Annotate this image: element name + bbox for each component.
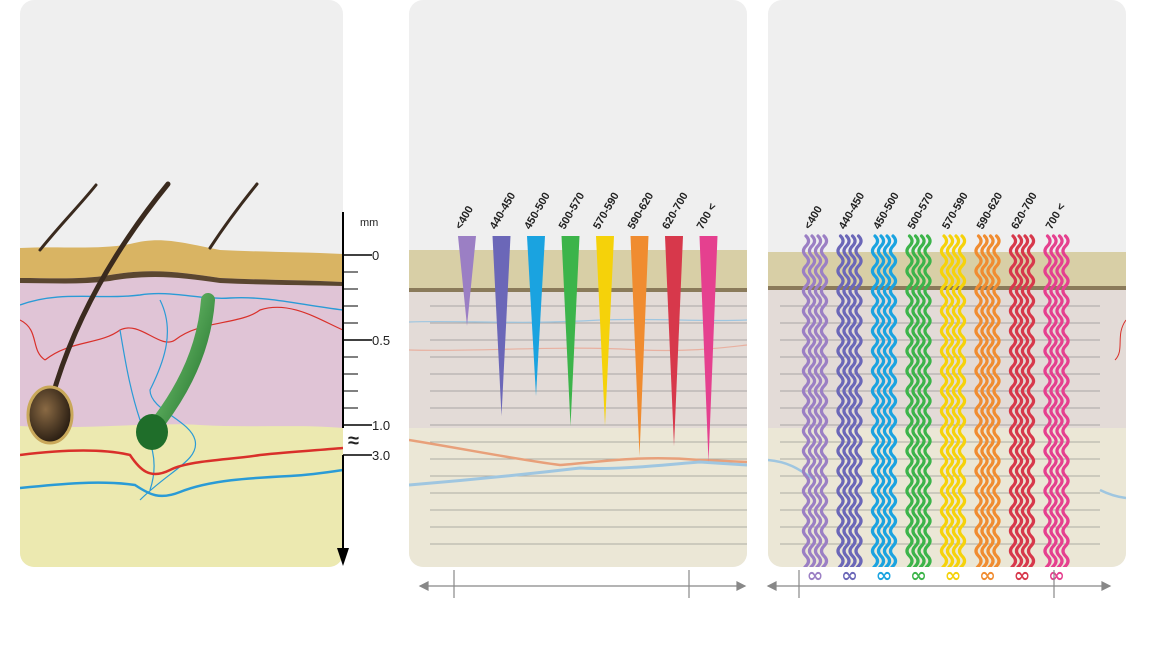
mid-capillary-red: [409, 344, 747, 352]
wave-line: [813, 234, 823, 567]
hair-follicle-green: [153, 293, 215, 427]
right-capillary: [1114, 319, 1126, 361]
wave-line: [1049, 234, 1058, 567]
wave-line: [819, 234, 829, 567]
mid-basal-line: [409, 288, 747, 292]
wave-line: [854, 234, 863, 567]
right-right-arrow-icon: [1101, 581, 1112, 591]
wave-line: [945, 234, 955, 567]
artery: [20, 446, 343, 476]
wave-line: [1061, 234, 1070, 567]
penetration-cone: [596, 236, 614, 426]
scale-tick-label: 1.0: [372, 418, 390, 433]
wave-line: [980, 234, 989, 567]
scale-ticks: 0 0.5 1.0 3.0: [343, 248, 390, 463]
wave-line: [801, 234, 811, 567]
middle-panel-penetration: [409, 0, 747, 567]
infinity-icon: ∞: [945, 563, 962, 587]
penetration-cone: [492, 236, 511, 416]
mid-vein: [409, 460, 747, 487]
wave-line: [888, 234, 898, 567]
infinity-icon: ∞: [979, 563, 996, 587]
follicle-bulb: [136, 414, 168, 450]
wave-line: [1026, 234, 1036, 567]
wave-line: [917, 234, 926, 567]
wave-line: [836, 234, 845, 567]
wave-line: [951, 234, 961, 567]
wave-line: [848, 234, 857, 567]
infinity-row: ∞ ∞ ∞ ∞ ∞ ∞ ∞ ∞: [807, 563, 1065, 587]
wave-line: [1014, 234, 1024, 567]
measure-arrows: [418, 570, 1112, 598]
infinity-icon: ∞: [876, 563, 893, 587]
infinity-icon: ∞: [807, 563, 824, 587]
infinity-icon: ∞: [910, 563, 927, 587]
right-panel-waves: [768, 0, 1126, 567]
wave-line: [905, 234, 914, 567]
left-panel-anatomy: [20, 0, 343, 567]
scale-unit: mm: [360, 217, 378, 229]
penetration-cone: [561, 236, 580, 426]
basal-line: [20, 271, 343, 286]
wave-line: [986, 234, 995, 567]
penetration-cone: [699, 236, 718, 462]
wave-line: [842, 234, 851, 567]
wave-line: [1008, 234, 1018, 567]
wave-line: [911, 234, 920, 567]
hair-bulb: [26, 385, 74, 445]
wave-line: [807, 234, 817, 567]
hair-shaft-2: [47, 181, 171, 408]
infinity-icon: ∞: [1014, 563, 1031, 587]
wave-line: [1055, 234, 1064, 567]
mid-left-arrow-icon: [418, 581, 429, 591]
capillary-blue: [20, 292, 343, 311]
right-left-arrow-icon: [766, 581, 777, 591]
scale-tick-label: 0.5: [372, 333, 390, 348]
infinity-icon: ∞: [841, 563, 858, 587]
scale-tick-label: 3.0: [372, 448, 390, 463]
penetration-cone: [630, 236, 649, 456]
wave-line: [957, 234, 967, 567]
hair-shaft-3: [208, 182, 259, 250]
penetration-cone: [665, 236, 683, 446]
wave-line: [939, 234, 949, 567]
penetration-cone: [527, 236, 545, 396]
scale-arrow-icon: [337, 548, 349, 566]
light-waves: [801, 234, 1070, 567]
mid-right-arrow-icon: [736, 581, 747, 591]
hair-shaft-1: [38, 183, 98, 252]
scale-break-icon: ≈: [348, 430, 359, 452]
wave-line: [1020, 234, 1030, 567]
subcutis-layer: [20, 420, 343, 567]
infinity-icon: ∞: [1048, 563, 1065, 587]
wave-line: [1043, 234, 1052, 567]
mid-artery: [409, 438, 747, 467]
wave-line: [992, 234, 1001, 567]
wave-line: [923, 234, 932, 567]
penetration-cone: [458, 236, 476, 326]
vein: [20, 468, 343, 498]
wave-line: [882, 234, 892, 567]
wave-line: [876, 234, 886, 567]
epidermis-layer: [20, 240, 343, 282]
capillary-red: [20, 306, 343, 361]
wave-line: [974, 234, 983, 567]
wave-line: [870, 234, 880, 567]
scale-tick-label: 0: [372, 248, 379, 263]
depth-scale: mm 0 0.5 1.0 3.0 ≈: [337, 212, 390, 566]
mid-dermis: [409, 292, 747, 428]
penetration-cones: [458, 236, 718, 462]
